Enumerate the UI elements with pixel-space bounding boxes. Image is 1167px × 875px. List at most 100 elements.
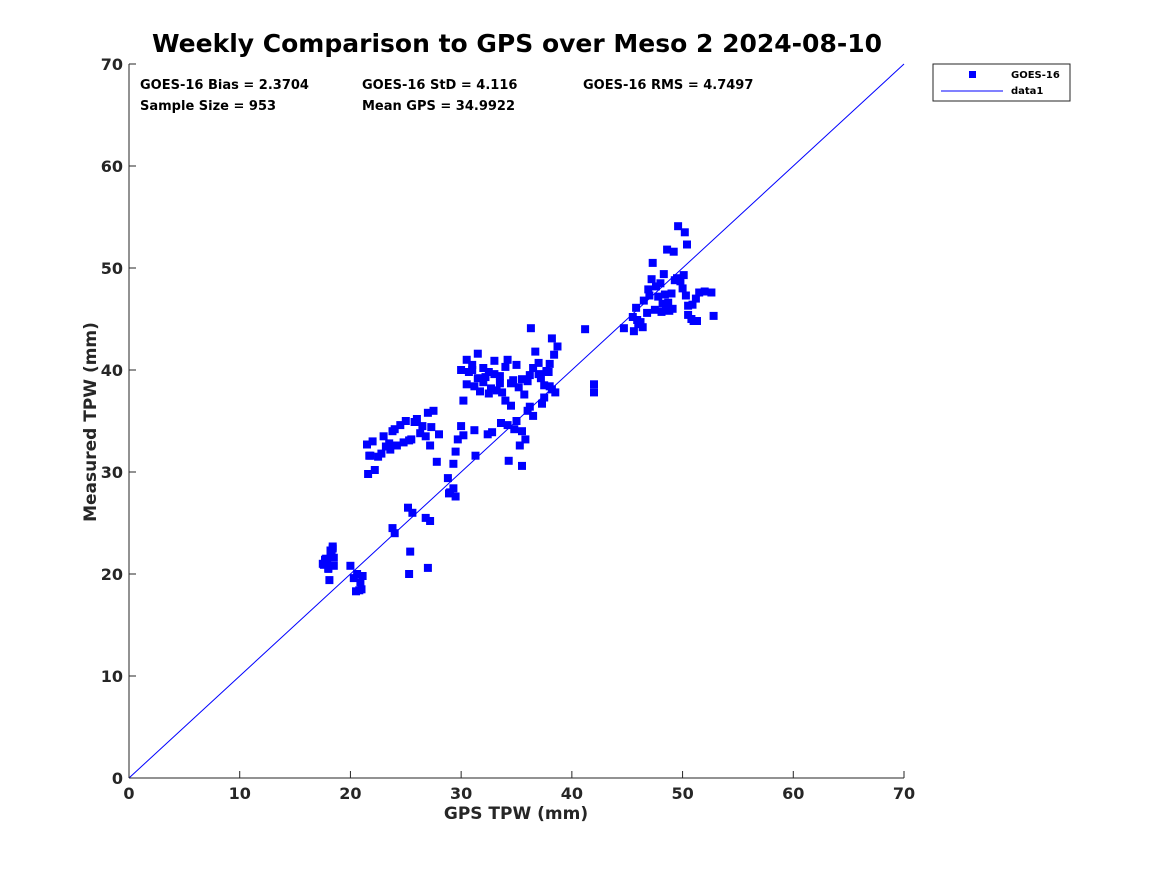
scatter-point [473, 374, 482, 383]
scatter-point [405, 570, 414, 578]
scatter-point [523, 406, 532, 415]
scatter-point [353, 570, 362, 578]
scatter-point [501, 362, 510, 371]
scatter-point [510, 425, 519, 434]
scatter-point [481, 373, 490, 382]
scatter-point [363, 440, 371, 449]
chart-title: Weekly Comparison to GPS over Meso 2 202… [152, 29, 882, 58]
scatter-point [644, 285, 653, 294]
scatter-point [684, 310, 693, 319]
scatter-point [687, 315, 696, 323]
scatter-point [487, 384, 495, 393]
scatter-point [551, 388, 560, 397]
scatter-point [451, 492, 460, 501]
scatter-point [643, 308, 652, 317]
scatter-point [457, 366, 466, 374]
scatter-point [544, 368, 553, 376]
scatter-point [683, 240, 691, 249]
scatter-point [534, 358, 543, 367]
scatter-point [405, 436, 414, 445]
scatter-point [457, 422, 466, 431]
scatter-point [390, 529, 399, 538]
legend: GOES-16 data1 [932, 63, 1071, 102]
scatter-point [518, 375, 526, 384]
scatter-point [459, 396, 468, 405]
y-tick-label: 40 [101, 361, 123, 380]
scatter-point [659, 270, 668, 279]
scatter-point [648, 258, 657, 267]
scatter-point [709, 311, 718, 320]
scatter-point [476, 387, 484, 396]
scatter-point [329, 553, 338, 562]
scatter-point [445, 489, 453, 498]
scatter-point [680, 228, 689, 237]
y-tick-label: 60 [101, 157, 123, 176]
x-tick-label: 10 [229, 784, 251, 803]
x-tick-label: 40 [561, 784, 583, 803]
scatter-point [638, 323, 647, 332]
scatter-point [547, 334, 556, 343]
scatter-point [346, 561, 355, 570]
scatter-point [410, 418, 419, 426]
scatter-point [693, 317, 701, 325]
scatter-point [526, 324, 535, 333]
scatter-point [657, 307, 666, 316]
scatter-point [426, 517, 435, 525]
scatter-point [368, 437, 377, 446]
y-axis-label: Measured TPW (mm) [81, 322, 101, 522]
scatter-point [435, 430, 443, 439]
scatter-point [468, 360, 477, 369]
scatter-point [426, 441, 435, 450]
scatter-point [664, 298, 673, 307]
y-tick-label: 70 [101, 55, 123, 74]
scatter-point [386, 445, 395, 454]
scatter-point [518, 461, 526, 470]
scatter-point [632, 303, 641, 312]
scatter-point [660, 290, 669, 299]
scatter-point [529, 411, 538, 420]
y-tick-label: 30 [101, 463, 123, 482]
scatter-point [374, 452, 383, 461]
scatter-point [540, 381, 549, 390]
scatter-point [514, 383, 523, 392]
scatter-point [429, 406, 438, 415]
scatter-point [629, 327, 638, 336]
legend-label-goes16: GOES-16 [1011, 70, 1060, 81]
scatter-point [531, 347, 540, 356]
y-tick-label: 10 [101, 667, 123, 686]
scatter-point [479, 378, 488, 387]
scatter-point [645, 291, 654, 300]
scatter-point [388, 524, 397, 533]
scatter-point [473, 349, 482, 358]
scatter-point [668, 304, 677, 313]
scatter-point [656, 279, 665, 288]
scatter-point [406, 547, 415, 556]
scatter-point [521, 435, 530, 444]
scatter-point [490, 356, 499, 365]
scatter-point [619, 324, 628, 333]
scatter-point [356, 578, 365, 587]
scatter-point [462, 380, 471, 389]
scatter-point [707, 288, 716, 297]
scatter-point [421, 432, 430, 441]
legend-label-data1: data1 [1011, 86, 1043, 97]
scatter-point [534, 370, 543, 379]
scatter-point [453, 435, 462, 444]
scatter-point [503, 355, 512, 364]
scatter-point [470, 426, 479, 435]
scatter-point [388, 427, 397, 436]
scatter-point [364, 470, 373, 478]
scatter-point [540, 393, 549, 402]
scatter-point [654, 292, 663, 301]
scatter-point [492, 386, 501, 395]
scatter-point [663, 245, 672, 254]
scatter-point [684, 301, 693, 310]
scatter-point [529, 364, 538, 372]
scatter-point [670, 276, 679, 285]
y-tick-label: 50 [101, 259, 123, 278]
scatter-point [501, 396, 510, 405]
scatter-point [321, 555, 329, 564]
scatter-point [507, 401, 515, 410]
marks-layer [128, 63, 905, 779]
